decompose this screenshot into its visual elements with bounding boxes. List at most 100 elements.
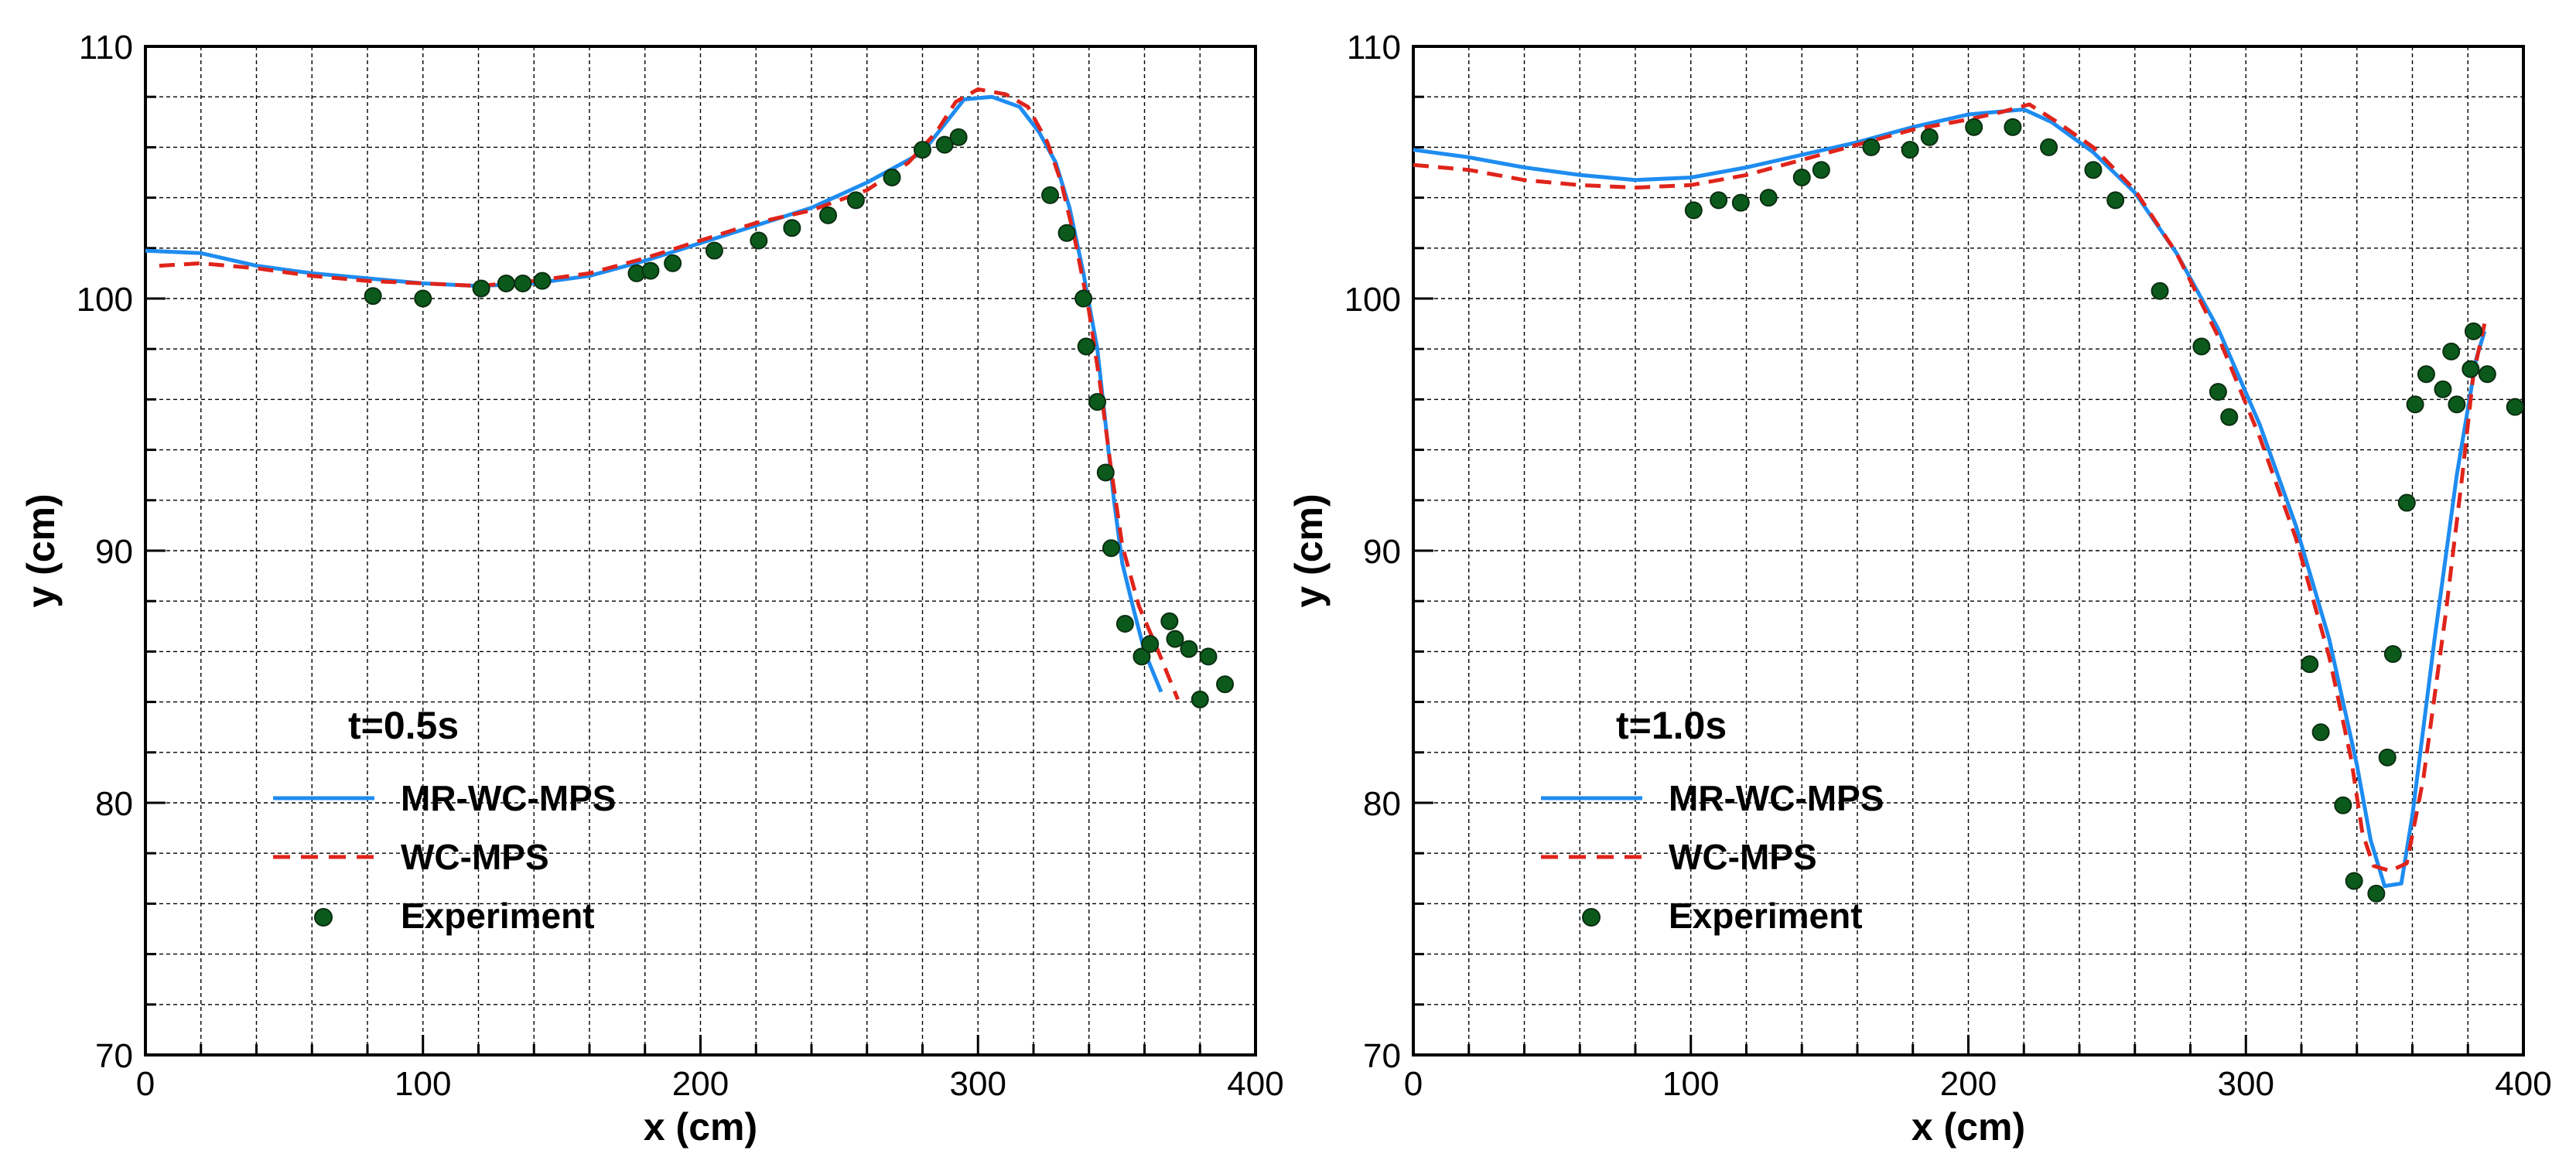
experiment-point	[2397, 493, 2416, 512]
experiment-point	[1166, 630, 1184, 648]
experiment-point	[2462, 360, 2480, 378]
legend: MR-WC-MPS WC-MPS Experiment	[1541, 778, 1884, 936]
experiment-point	[1074, 289, 1093, 308]
experiment-point	[2442, 342, 2461, 360]
legend-experiment-label: Experiment	[1669, 896, 1863, 936]
x-tick-label: 200	[672, 1065, 729, 1103]
x-tick-label: 0	[1404, 1065, 1423, 1103]
series-layer	[1413, 102, 2524, 903]
x-tick-label: 100	[395, 1065, 451, 1103]
experiment-point	[1731, 193, 1750, 212]
y-axis-label: y (cm)	[1287, 493, 1331, 607]
experiment-point	[2378, 748, 2397, 766]
y-tick-label: 90	[95, 533, 133, 571]
y-tick-label: 100	[1344, 281, 1401, 319]
experiment-point	[1759, 189, 1778, 207]
experiment-point	[1115, 615, 1134, 633]
experiment-point	[1133, 647, 1151, 666]
experiment-point	[2367, 884, 2386, 903]
experiment-point	[949, 128, 968, 146]
experiment-point	[819, 206, 838, 224]
legend-experiment-marker	[314, 908, 333, 927]
experiment-point	[533, 271, 552, 290]
legend-experiment-label: Experiment	[401, 896, 595, 936]
experiment-point	[2434, 380, 2452, 398]
y-tick-label: 80	[95, 785, 133, 823]
experiment-point	[1920, 128, 1939, 146]
experiment-point	[1102, 539, 1120, 558]
experiment-point	[2506, 398, 2524, 416]
y-tick-label: 70	[95, 1037, 133, 1075]
experiment-point	[1096, 463, 1115, 482]
experiment-point	[514, 274, 532, 292]
y-tick-label: 100	[77, 281, 133, 319]
experiment-point	[1191, 690, 1209, 708]
x-tick-label: 0	[136, 1065, 155, 1103]
experiment-point	[641, 261, 660, 280]
legend-mr-wc-mps-label: MR-WC-MPS	[1669, 778, 1884, 818]
experiment-point	[1684, 201, 1703, 220]
experiment-point	[2151, 282, 2169, 300]
series-line-mr-wc-mps	[1413, 108, 2487, 889]
series-line-wc-mps	[1413, 102, 2487, 873]
experiment-point	[1812, 161, 1830, 179]
time-annotation: t=1.0s	[1616, 704, 1727, 747]
experiment-point	[2406, 395, 2424, 414]
y-tick-label: 110	[79, 29, 133, 67]
legend-experiment-marker	[1582, 908, 1601, 927]
experiment-point	[1965, 118, 1983, 136]
ticks: 0 100 200 300 400 70 80 90 100 110	[1344, 29, 2552, 1103]
experiment-point	[2383, 645, 2402, 664]
experiment-point	[2464, 322, 2482, 340]
experiment-point	[846, 191, 865, 210]
experiment-point	[364, 287, 382, 306]
time-annotation: t=0.5s	[348, 704, 459, 747]
experiment-point	[1216, 675, 1235, 694]
experiment-point	[1141, 635, 1160, 654]
experiment-point	[497, 274, 515, 292]
experiment-point	[2106, 191, 2125, 210]
experiment-point	[783, 219, 801, 237]
experiment-point	[750, 231, 768, 250]
experiment-point	[2220, 408, 2239, 426]
x-tick-label: 300	[950, 1065, 1006, 1103]
experiment-point	[1710, 191, 1728, 210]
experiment-point	[414, 289, 432, 308]
experiment-point	[2478, 365, 2496, 384]
experiment-point	[1041, 186, 1060, 204]
experiment-point	[1792, 169, 1811, 187]
experiment-point	[2448, 395, 2466, 414]
experiment-point	[2209, 383, 2227, 401]
experiment-point	[1160, 612, 1179, 630]
x-axis-label: x (cm)	[644, 1105, 757, 1149]
x-axis-label: x (cm)	[1912, 1105, 2025, 1149]
legend-mr-wc-mps-label: MR-WC-MPS	[401, 778, 617, 818]
experiment-point	[1088, 393, 1107, 411]
experiment-point	[2301, 655, 2319, 674]
grid	[145, 46, 1256, 1055]
experiment-point	[914, 141, 931, 159]
experiment-point	[2334, 796, 2352, 814]
experiment-point	[2417, 365, 2435, 384]
experiment-point	[2040, 138, 2058, 156]
experiment-point	[1862, 138, 1881, 156]
experiment-point	[1077, 337, 1095, 356]
x-tick-label: 300	[2218, 1065, 2274, 1103]
y-axis-label: y (cm)	[19, 493, 63, 607]
series-layer	[145, 87, 1235, 708]
experiment-point	[1180, 640, 1198, 658]
experiment-point	[2311, 723, 2330, 742]
y-tick-label: 70	[1363, 1037, 1401, 1075]
y-tick-label: 80	[1363, 785, 1401, 823]
y-tick-label: 110	[1347, 29, 1401, 67]
experiment-point	[2192, 337, 2211, 356]
experiment-point	[1199, 647, 1218, 666]
legend-wc-mps-label: WC-MPS	[1669, 837, 1817, 877]
experiment-point	[2345, 872, 2363, 890]
x-tick-label: 400	[2495, 1065, 2551, 1103]
experiment-point	[883, 169, 901, 187]
